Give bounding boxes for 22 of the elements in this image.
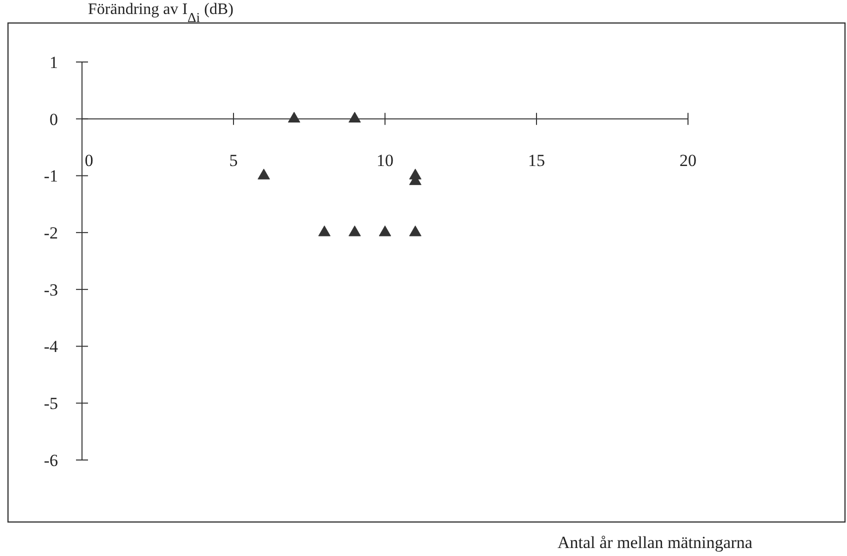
x-tick-label: 20 [680,150,696,170]
point [258,168,270,180]
x-tick-label: 0 [84,150,94,170]
y-axis-title: Förändring av I$_{Δi}$ (dB) [88,1,234,24]
y-tick-label: -6 [44,450,58,470]
y-tick-label: -5 [44,394,58,414]
point [409,226,422,236]
point [318,226,331,236]
y-tick-label: -4 [44,337,58,356]
point [348,112,361,123]
y-tick-label: -1 [44,166,58,186]
x-tick-label: 5 [229,150,238,170]
y-tick-label: 1 [50,52,58,72]
x-tick-label: 10 [376,150,394,170]
point [348,226,361,236]
point [288,112,300,123]
point [378,226,392,236]
y-tick-label: -3 [44,280,58,300]
y-tick-label: 0 [50,110,58,129]
x-tick-label: 15 [528,150,545,170]
y-tick-label: -2 [44,224,58,243]
x-axis-title: Antal år mellan mätningarna [558,533,753,552]
